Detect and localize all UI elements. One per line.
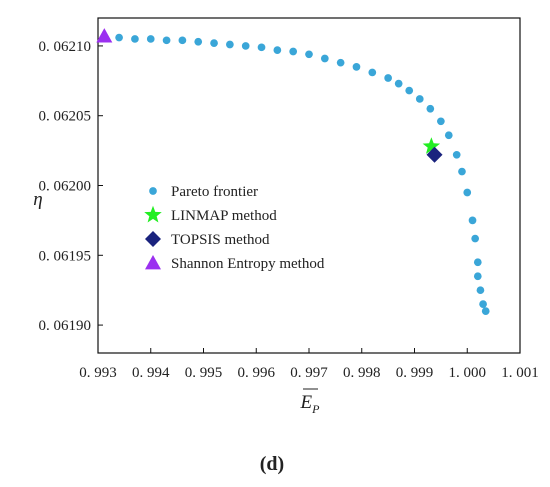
- x-tick-label: 0. 994: [132, 365, 170, 381]
- pareto-point: [146, 35, 155, 43]
- pareto-point: [384, 74, 392, 82]
- pareto-point: [241, 42, 250, 50]
- x-tick-label: 0. 996: [238, 365, 276, 381]
- pareto-point: [115, 33, 123, 42]
- y-tick-label: 0. 06190: [39, 318, 92, 334]
- pareto-point: [368, 68, 377, 77]
- x-tick-label: 1. 001: [501, 365, 539, 381]
- pareto-point: [210, 39, 218, 47]
- pareto-point: [444, 131, 453, 140]
- y-tick-label: 0. 06195: [39, 248, 92, 264]
- legend: Pareto frontier LINMAP method TOPSIS metho…: [144, 184, 325, 272]
- pareto-point: [415, 95, 424, 103]
- pareto-point: [352, 63, 361, 71]
- legend-label: LINMAP method: [171, 208, 277, 224]
- x-axis-label-main: E: [300, 392, 313, 413]
- legend-label: Pareto frontier: [171, 184, 258, 200]
- pareto-point: [481, 307, 490, 315]
- pareto-point: [131, 35, 139, 43]
- legend-label: TOPSIS method: [171, 232, 270, 248]
- pareto-points: [100, 33, 490, 315]
- pareto-point: [473, 258, 482, 267]
- pareto-point: [273, 46, 282, 54]
- x-tick-label: 1. 000: [449, 365, 487, 381]
- pareto-point: [289, 47, 298, 56]
- pareto-point: [468, 216, 477, 225]
- pareto-point: [405, 86, 414, 95]
- pareto-point: [336, 58, 345, 67]
- pareto-point: [320, 54, 329, 63]
- y-tick-label: 0. 06210: [39, 39, 92, 55]
- pareto-point: [394, 79, 403, 88]
- pareto-point: [257, 43, 266, 52]
- pareto-point: [458, 167, 466, 176]
- linmap-method-marker: [422, 137, 441, 154]
- x-tick-label: 0. 995: [185, 365, 223, 381]
- x-tick-label: 0. 999: [396, 365, 434, 381]
- legend-marker: [144, 205, 162, 223]
- legend-label: Shannon Entropy method: [171, 256, 325, 272]
- y-axis-label: η: [33, 189, 42, 210]
- y-tick-label: 0. 06200: [39, 179, 92, 195]
- method-markers: [96, 28, 443, 163]
- legend-marker: [145, 231, 161, 247]
- x-axis-label-sub: P: [311, 402, 320, 416]
- pareto-point: [479, 300, 487, 308]
- x-axis-ticks: 0. 993 0. 994 0. 995 0. 996 0. 997 0. 998 0. 9…: [79, 348, 539, 381]
- x-tick-label: 0. 998: [343, 365, 381, 381]
- legend-marker: [149, 187, 157, 195]
- panel-label: (d): [260, 453, 284, 475]
- x-tick-label: 0. 993: [79, 365, 117, 381]
- plot-frame: [97, 17, 521, 354]
- pareto-point: [162, 36, 171, 45]
- x-tick-label: 0. 997: [290, 365, 328, 381]
- legend-marker: [145, 255, 161, 270]
- pareto-point: [305, 50, 313, 59]
- pareto-point: [437, 117, 445, 126]
- y-tick-label: 0. 06205: [39, 109, 92, 125]
- topsis-method-marker: [426, 146, 443, 163]
- pareto-point: [178, 36, 187, 45]
- pareto-point: [194, 37, 203, 46]
- pareto-point: [463, 188, 472, 197]
- pareto-point: [426, 104, 435, 113]
- x-axis-label: EP: [300, 392, 321, 416]
- pareto-point: [473, 272, 482, 281]
- pareto-point: [476, 286, 485, 295]
- y-axis-ticks: 0. 06190 0. 06195 0. 06200 0. 06205 0. 06210: [39, 39, 103, 334]
- pareto-point: [226, 40, 234, 49]
- pareto-point: [471, 234, 480, 243]
- pareto-point: [452, 150, 461, 159]
- shannon-entropy-method-marker: [96, 28, 113, 43]
